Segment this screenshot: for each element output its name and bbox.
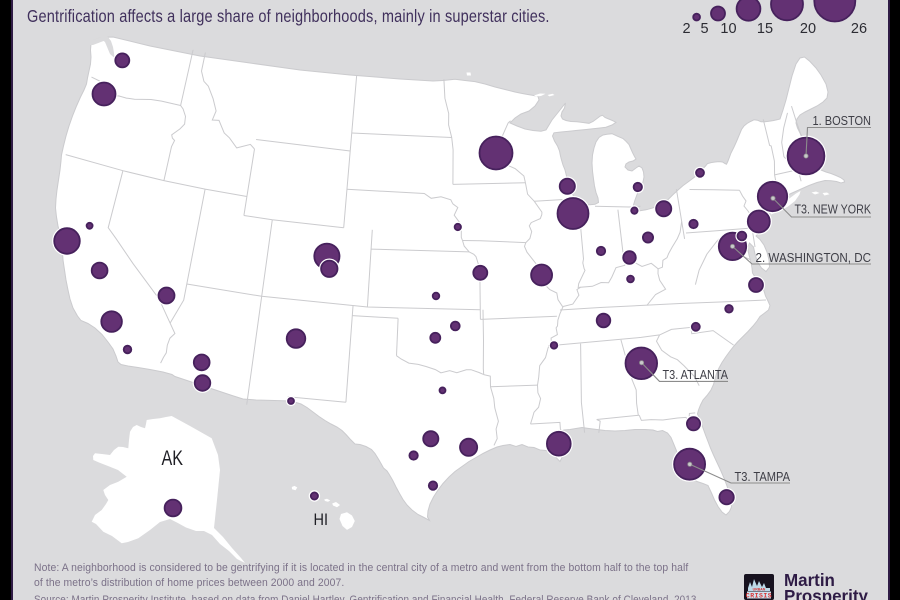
svg-text:2. WASHINGTON, DC: 2. WASHINGTON, DC [756, 250, 872, 265]
svg-text:26: 26 [851, 21, 867, 37]
svg-text:5: 5 [700, 21, 708, 37]
svg-text:10: 10 [720, 21, 736, 37]
svg-text:T3. TAMPA: T3. TAMPA [735, 469, 791, 484]
svg-text:2: 2 [682, 21, 690, 37]
svg-text:20: 20 [800, 21, 816, 37]
svg-text:HI: HI [314, 510, 329, 529]
svg-text:CRISIS: CRISIS [746, 593, 772, 600]
svg-text:1. BOSTON: 1. BOSTON [813, 113, 872, 128]
svg-text:T3. NEW YORK: T3. NEW YORK [795, 202, 872, 217]
svg-text:T3. ATLANTA: T3. ATLANTA [663, 367, 729, 382]
svg-text:URBAN: URBAN [753, 588, 766, 592]
svg-text:15: 15 [757, 21, 773, 37]
svg-text:AK: AK [162, 446, 184, 470]
